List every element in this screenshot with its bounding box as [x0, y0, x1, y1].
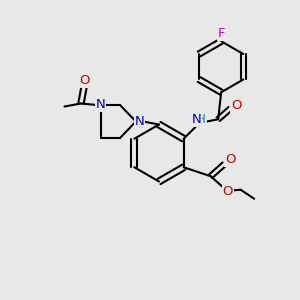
Text: H: H: [197, 113, 206, 126]
Text: O: O: [79, 74, 89, 87]
Text: N: N: [135, 115, 144, 128]
Text: O: O: [225, 153, 236, 166]
Text: O: O: [223, 185, 233, 198]
Text: N: N: [191, 113, 201, 126]
Text: O: O: [231, 99, 242, 112]
Text: N: N: [96, 98, 105, 112]
Text: F: F: [218, 27, 225, 40]
